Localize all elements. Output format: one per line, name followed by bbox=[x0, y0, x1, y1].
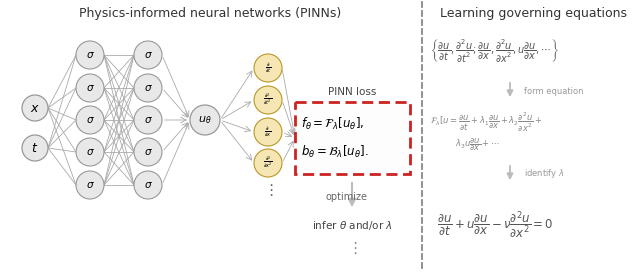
Circle shape bbox=[22, 135, 48, 161]
Circle shape bbox=[134, 171, 162, 199]
Text: $\left\{\dfrac{\partial u}{\partial t}, \dfrac{\partial^2 u}{\partial t^2}; \dfr: $\left\{\dfrac{\partial u}{\partial t}, … bbox=[430, 37, 559, 64]
Circle shape bbox=[254, 86, 282, 114]
Circle shape bbox=[22, 95, 48, 121]
Text: Learning governing equations: Learning governing equations bbox=[440, 7, 627, 20]
Text: $\vdots$: $\vdots$ bbox=[263, 182, 273, 198]
Text: $\mathcal{F}_\lambda[u = \dfrac{\partial u}{\partial t} + \lambda_1\dfrac{\parti: $\mathcal{F}_\lambda[u = \dfrac{\partial… bbox=[430, 110, 542, 134]
Text: form equation: form equation bbox=[524, 87, 584, 96]
Text: Physics-informed neural networks (PINNs): Physics-informed neural networks (PINNs) bbox=[79, 7, 341, 20]
Circle shape bbox=[190, 105, 220, 135]
Text: $\sigma$: $\sigma$ bbox=[143, 50, 152, 60]
Text: optimize: optimize bbox=[326, 192, 368, 202]
Text: $\vdots$: $\vdots$ bbox=[347, 240, 357, 256]
Text: $\lambda_3 u\dfrac{\partial u}{\partial x} + \cdots$: $\lambda_3 u\dfrac{\partial u}{\partial … bbox=[455, 137, 500, 153]
Text: $\sigma$: $\sigma$ bbox=[143, 180, 152, 190]
Circle shape bbox=[134, 41, 162, 69]
Text: $\frac{\partial}{\partial t}$: $\frac{\partial}{\partial t}$ bbox=[265, 61, 271, 75]
Text: infer $\theta$ and/or $\lambda$: infer $\theta$ and/or $\lambda$ bbox=[312, 218, 392, 232]
Text: $u_\theta$: $u_\theta$ bbox=[198, 114, 212, 126]
Text: $\dfrac{\partial u}{\partial t} + u\dfrac{\partial u}{\partial x} - \nu\dfrac{\p: $\dfrac{\partial u}{\partial t} + u\dfra… bbox=[437, 209, 554, 241]
Text: $\sigma$: $\sigma$ bbox=[86, 115, 95, 125]
Text: $\sigma$: $\sigma$ bbox=[143, 83, 152, 93]
Text: $\sigma$: $\sigma$ bbox=[86, 83, 95, 93]
Text: $\sigma$: $\sigma$ bbox=[86, 147, 95, 157]
Circle shape bbox=[76, 74, 104, 102]
Circle shape bbox=[76, 138, 104, 166]
Text: $t$: $t$ bbox=[31, 141, 38, 155]
Text: $\frac{\partial^2}{\partial t^2}$: $\frac{\partial^2}{\partial t^2}$ bbox=[264, 92, 273, 108]
FancyBboxPatch shape bbox=[295, 102, 410, 174]
Text: $\frac{\partial^2}{\partial x^2}$: $\frac{\partial^2}{\partial x^2}$ bbox=[263, 155, 273, 171]
Text: $b_\theta = \mathcal{B}_\lambda[u_\theta].$: $b_\theta = \mathcal{B}_\lambda[u_\theta… bbox=[301, 144, 369, 160]
Circle shape bbox=[134, 74, 162, 102]
Circle shape bbox=[76, 41, 104, 69]
Text: $\sigma$: $\sigma$ bbox=[86, 180, 95, 190]
Text: $\sigma$: $\sigma$ bbox=[143, 147, 152, 157]
Circle shape bbox=[134, 138, 162, 166]
Text: identify $\lambda$: identify $\lambda$ bbox=[524, 167, 564, 180]
Circle shape bbox=[254, 54, 282, 82]
Text: $x$: $x$ bbox=[30, 102, 40, 114]
Circle shape bbox=[76, 171, 104, 199]
Text: $\sigma$: $\sigma$ bbox=[86, 50, 95, 60]
Circle shape bbox=[134, 106, 162, 134]
Circle shape bbox=[76, 106, 104, 134]
Circle shape bbox=[254, 149, 282, 177]
Circle shape bbox=[254, 118, 282, 146]
Text: $f_\theta = \mathcal{F}_\lambda[u_\theta],$: $f_\theta = \mathcal{F}_\lambda[u_\theta… bbox=[301, 116, 365, 132]
Text: PINN loss: PINN loss bbox=[328, 87, 377, 97]
Text: $\sigma$: $\sigma$ bbox=[143, 115, 152, 125]
Text: $\frac{\partial}{\partial x}$: $\frac{\partial}{\partial x}$ bbox=[264, 125, 272, 139]
